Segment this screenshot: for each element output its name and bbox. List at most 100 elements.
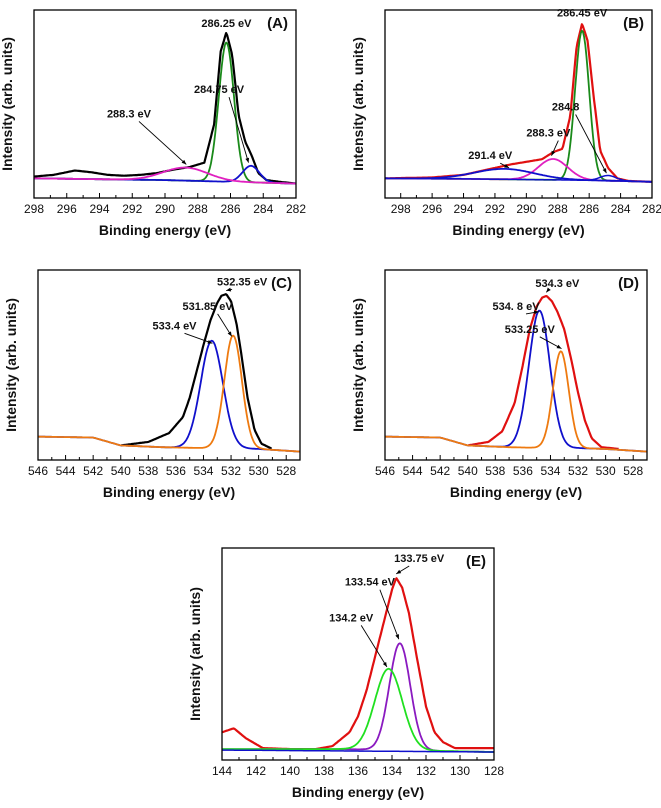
annotation-arrow (138, 121, 187, 165)
series-experimental (467, 295, 619, 450)
x-tick-label: 532 (221, 464, 241, 478)
peak-annotation: 291.4 eV (468, 150, 513, 162)
plot-frame (384, 269, 648, 461)
series-component-133-54-ev (222, 642, 494, 753)
x-axis-title: Binding energy (eV) (292, 784, 424, 800)
annotation-arrow (360, 625, 388, 668)
x-tick-label: 540 (111, 464, 131, 478)
x-tick-label: 286 (220, 202, 240, 216)
peak-annotation: 288.3 eV (107, 108, 152, 120)
annotation-arrowhead (382, 661, 387, 667)
plot-area (385, 23, 652, 183)
panel-label: (E) (466, 553, 486, 570)
annotation-arrowhead (533, 310, 539, 315)
annotation-arrow (228, 96, 249, 163)
x-tick-label: 284 (611, 202, 631, 216)
series-c-c-component (385, 174, 652, 183)
peak-annotation: 134.2 eV (329, 612, 374, 624)
y-axis-title: Intensity (arb. units) (0, 37, 15, 171)
x-tick-label: 296 (57, 202, 77, 216)
plot-area (385, 295, 647, 453)
peak-annotation: 531.85 eV (183, 301, 234, 313)
x-tick-label: 134 (382, 764, 402, 778)
annotation-arrowhead (207, 339, 213, 344)
peak-annotation: 286.45 eV (557, 8, 608, 20)
annotation-arrowhead (245, 157, 250, 163)
panel-c: 546 544 542 540 538 536 534 532 530 528 Binding en… (3, 269, 301, 500)
x-tick-label: 544 (403, 464, 423, 478)
plot-area (222, 577, 494, 753)
series-component-134-2-ev (222, 667, 494, 753)
panel-d: 546 544 542 540 538 536 534 532 530 528 Binding en… (350, 269, 648, 500)
plot-area (34, 32, 296, 185)
x-tick-label: 130 (450, 764, 470, 778)
x-tick-label: 544 (56, 464, 76, 478)
x-tick-label: 288 (188, 202, 208, 216)
annotation-arrowhead (551, 150, 556, 156)
x-tick-label: 546 (28, 464, 48, 478)
panel-b: 298 296 294 292 290 288 286 284 282 Binding energ… (350, 8, 661, 238)
series-background (222, 749, 494, 753)
x-tick-label: 538 (485, 464, 505, 478)
annotation-arrowhead (504, 164, 510, 168)
x-tick-label: 286 (579, 202, 599, 216)
x-tick-label: 144 (212, 764, 232, 778)
panel-label: (B) (623, 15, 644, 32)
x-tick-label: 284 (253, 202, 273, 216)
x-tick-label: 290 (516, 202, 536, 216)
series-c-o-component (385, 350, 647, 453)
annotation-arrowhead (181, 159, 187, 165)
x-tick-label: 294 (454, 202, 474, 216)
annotation-arrowhead (227, 331, 232, 337)
panel-a: 298 296 294 292 290 288 286 284 282 Binding energ… (0, 9, 306, 238)
x-tick-label: 530 (596, 464, 616, 478)
series-c-o-component (38, 339, 300, 453)
x-tick-label: 138 (314, 764, 334, 778)
annotation-arrowhead (395, 634, 399, 640)
peak-annotation: 533.25 eV (505, 324, 556, 336)
peak-annotation: 532.35 eV (217, 276, 268, 288)
x-tick-label: 536 (513, 464, 533, 478)
series-c-c-component (34, 164, 296, 185)
annotation-arrowhead (396, 569, 402, 574)
series-experimental (120, 293, 273, 450)
x-axis-title: Binding energy (eV) (99, 222, 231, 238)
peak-annotation: 286.25 eV (201, 18, 252, 30)
x-tick-label: 528 (276, 464, 296, 478)
x-tick-label: 534 (193, 464, 213, 478)
x-tick-label: 140 (280, 764, 300, 778)
x-tick-label: 532 (568, 464, 588, 478)
y-axis-title: Intensity (arb. units) (350, 298, 366, 432)
peak-annotation: 284.8 (552, 101, 580, 113)
x-tick-label: 538 (138, 464, 158, 478)
x-tick-label: 296 (422, 202, 442, 216)
x-tick-label: 530 (249, 464, 269, 478)
annotation-arrow (184, 332, 213, 344)
peak-annotation: 133.54 eV (345, 577, 396, 589)
x-tick-label: 290 (155, 202, 175, 216)
x-tick-label: 294 (89, 202, 109, 216)
panel-label: (D) (618, 275, 639, 292)
series-c-o-component (385, 29, 652, 183)
annotation-arrowhead (556, 344, 562, 349)
plot-frame (384, 9, 653, 199)
x-tick-label: 132 (416, 764, 436, 778)
x-tick-label: 292 (122, 202, 142, 216)
panel-label: (C) (271, 275, 292, 292)
annotation-arrow (575, 114, 607, 174)
plot-frame (37, 269, 301, 461)
series-experimental (385, 23, 652, 183)
plot-area (38, 293, 300, 453)
x-tick-label: 136 (348, 764, 368, 778)
x-tick-label: 542 (83, 464, 103, 478)
x-tick-label: 536 (166, 464, 186, 478)
x-axis-title: Binding energy (eV) (450, 484, 582, 500)
annotation-arrowhead (546, 287, 551, 293)
y-axis-title: Intensity (arb. units) (187, 587, 203, 721)
series-c-o-component (34, 41, 296, 185)
x-tick-label: 282 (286, 202, 306, 216)
x-axis-title: Binding energy (eV) (103, 484, 235, 500)
annotation-arrowhead (602, 168, 607, 174)
x-tick-label: 282 (642, 202, 661, 216)
